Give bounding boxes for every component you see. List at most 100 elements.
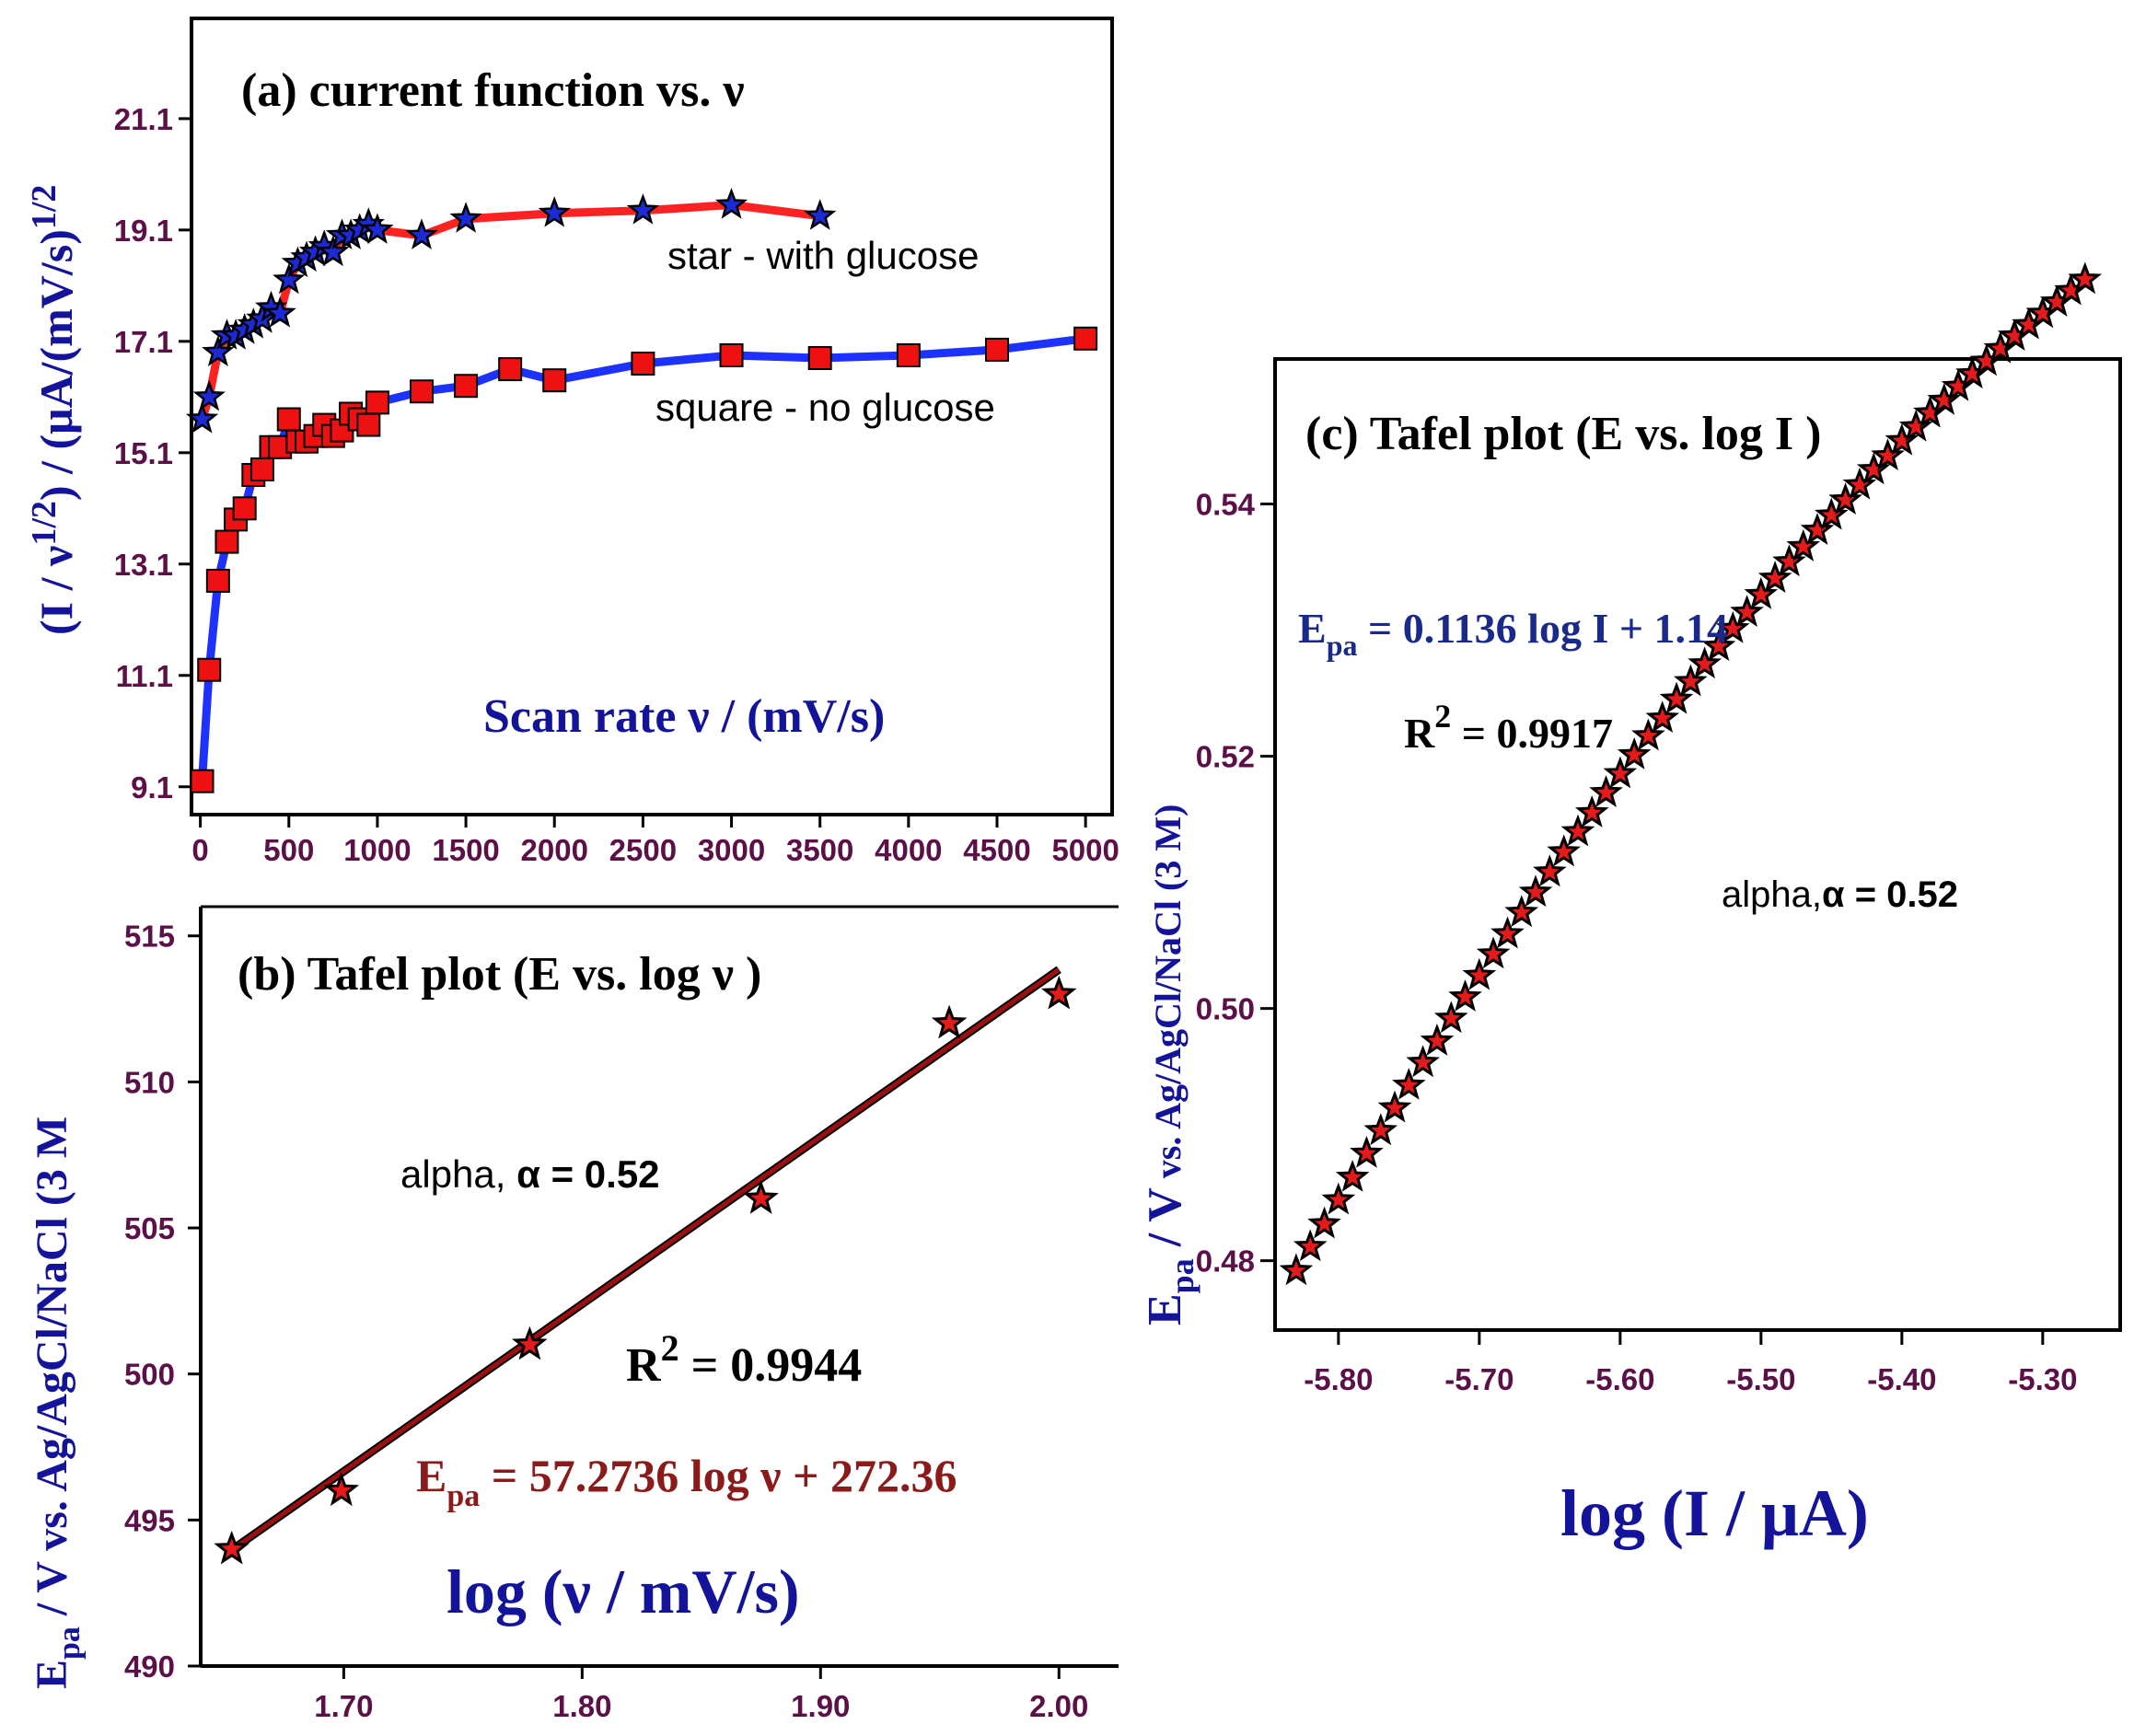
panel-c-eq-lhs: E	[1298, 605, 1327, 652]
panel-c-star-point	[1603, 756, 1638, 789]
panel-a-title: (a) current function vs. ν	[241, 64, 745, 117]
panel-a-star-point	[714, 188, 748, 219]
panel-c-star-point	[1406, 1045, 1440, 1078]
panel-c-star-point	[1814, 497, 1849, 530]
panel-c-star-point	[1363, 1113, 1398, 1146]
panel-c-star-point	[1631, 718, 1665, 751]
panel-b-star-point	[931, 1004, 968, 1039]
panel-c-star-point	[1715, 610, 1750, 643]
panel-c-alpha: alpha,α = 0.52	[1722, 874, 1958, 915]
panel-c-x-tick-label: -5.60	[1585, 1362, 1654, 1396]
panel-a-y-tick-label: 13.1	[114, 548, 173, 582]
panel-a-star-point	[273, 262, 306, 295]
panel-c-alpha-value: α = 0.52	[1822, 874, 1958, 915]
panel-a-square-point	[232, 496, 257, 521]
panel-c-xlabel: log (I / μA)	[1560, 1476, 1869, 1550]
panel-a-square-point	[985, 337, 1009, 362]
panel-a-star-point	[626, 193, 660, 225]
panel-c-star-point	[1687, 646, 1722, 679]
panel-a-x-tick-label: 1000	[343, 833, 411, 867]
panel-b-xlabel: log (ν / mV/s)	[447, 1557, 800, 1626]
panel-a-y-tick-label: 17.1	[114, 325, 173, 359]
panel-a-square-point	[410, 379, 434, 404]
panel-c-eq-rhs: = 0.1136 log I + 1.14	[1357, 605, 1728, 652]
panel-c-r2-label: R	[1404, 710, 1435, 757]
panel-c-star-point	[1800, 513, 1835, 546]
panel-c-ylabel: Epa / V vs. Ag/AgCl/NaCl (3 M)	[1139, 804, 1200, 1325]
panel-c-y-tick-label: 0.52	[1196, 740, 1255, 774]
panel-c-star-point	[1476, 936, 1511, 969]
panel-b-y-tick-label: 515	[124, 920, 175, 954]
panel-a-square-point	[454, 374, 479, 399]
panel-a-y-tick-label: 21.1	[114, 102, 173, 136]
panel-b-r2: R2 = 0.9944	[626, 1327, 862, 1392]
panel-c-x-tick-label: -5.80	[1304, 1362, 1373, 1396]
panel-c-ylabel-sub: pa	[1164, 1258, 1200, 1293]
panel-c-star-point	[1589, 775, 1623, 808]
panel-b-x-tick-label: 1.90	[791, 1689, 850, 1723]
panel-a-star-point	[361, 213, 394, 244]
panel-c-star-point	[1462, 957, 1497, 990]
panel-a-star-point	[538, 196, 571, 227]
panel-b-eq-rhs: = 57.2736 log ν + 272.36	[480, 1450, 957, 1501]
panel-a-y-tick-label: 19.1	[114, 214, 173, 248]
panel-a-square-point	[215, 529, 239, 554]
annotation-with-glucose: star - with glucose	[667, 234, 979, 277]
panel-a-square-point	[807, 345, 832, 370]
panel-b-ylabel-main: E	[28, 1660, 76, 1689]
panel-c-star-point	[1377, 1090, 1412, 1123]
panel-b-y-tick-label: 505	[124, 1211, 175, 1245]
panel-c-star-point	[1757, 561, 1792, 593]
panel-c-ylabel-main: E	[1139, 1293, 1191, 1325]
panel-b-ylabel: Epa / V vs. Ag/AgCl/NaCl (3 M	[28, 1117, 87, 1689]
panel-c-y-tick-label: 0.54	[1196, 488, 1256, 522]
panel-b-title: (b) Tafel plot (E vs. log ν )	[238, 948, 761, 1001]
panel-b-star-point	[1040, 975, 1077, 1010]
panel-c-star-point	[1448, 979, 1482, 1012]
panel-b-star-point	[323, 1472, 360, 1507]
panel-a: 0 500 1000 1500 2000 2500 3000 3500 4000 4500 5000…	[25, 17, 1119, 867]
panel-c-star-point	[1673, 664, 1708, 697]
panel-a-square-point	[542, 368, 567, 393]
panel-b-star-point	[511, 1325, 548, 1360]
panel-c-star-point	[1659, 681, 1694, 714]
panel-a-square-point	[276, 407, 301, 432]
panel-c-star-point	[1730, 595, 1764, 627]
panel-b-y-tick-label: 500	[124, 1358, 175, 1392]
panel-c-x-tick-label: -5.50	[1726, 1362, 1795, 1396]
panel-b-y-tick-label: 490	[124, 1649, 175, 1684]
annotation-no-glucose: square - no glucose	[655, 386, 995, 429]
panel-b-y-tick-label: 495	[124, 1503, 175, 1537]
panel-c-star-point	[1420, 1023, 1455, 1056]
panel-a-x-tick-label: 4500	[963, 833, 1030, 867]
panel-b-alpha-label: alpha,	[400, 1152, 516, 1196]
panel-c-r2-sup: 2	[1434, 698, 1451, 735]
panel-a-y-tick-label: 9.1	[131, 770, 173, 804]
panel-b-equation: Epa = 57.2736 log ν + 272.36	[416, 1450, 957, 1513]
panel-c-eq-sub: pa	[1327, 629, 1358, 662]
panel-a-x-tick-label: 4000	[875, 833, 942, 867]
panel-b-r2-sup: 2	[661, 1327, 679, 1369]
panel-c-star-point	[1871, 438, 1905, 471]
panel-c-star-point	[1533, 854, 1567, 887]
panel-c-star-point	[1574, 794, 1609, 827]
panel-c-star-point	[1518, 874, 1553, 908]
panel-c-y-tick-label: 0.50	[1196, 992, 1255, 1026]
panel-c: -5.80 -5.70 -5.60 -5.50 -5.40 -5.30 0.48 0.50 0.…	[1139, 261, 2122, 1550]
panel-c-star-point	[1645, 700, 1680, 734]
panel-b: 1.70 1.80 1.90 2.00 490 495 500 505 510 515 (b) T…	[28, 905, 1119, 1723]
panel-a-ylabel-main: (I / ν	[30, 546, 82, 635]
panel-c-r2-value: = 0.9917	[1451, 710, 1613, 757]
panel-c-star-point	[1828, 482, 1863, 515]
panel-a-square-point	[365, 390, 389, 415]
panel-a-x-tick-label: 3500	[786, 833, 853, 867]
panel-c-alpha-label: alpha,	[1722, 874, 1822, 915]
panel-b-ylabel-sub: pa	[52, 1626, 87, 1660]
panel-a-square-point	[249, 457, 274, 481]
panel-a-x-tick-label: 2500	[609, 833, 677, 867]
panel-b-r2-label: R	[626, 1339, 662, 1392]
panel-c-star-point	[1307, 1206, 1341, 1239]
panel-a-ylabel-sup1: 1/2	[25, 501, 64, 546]
panel-b-eq-sub: pa	[447, 1479, 480, 1513]
